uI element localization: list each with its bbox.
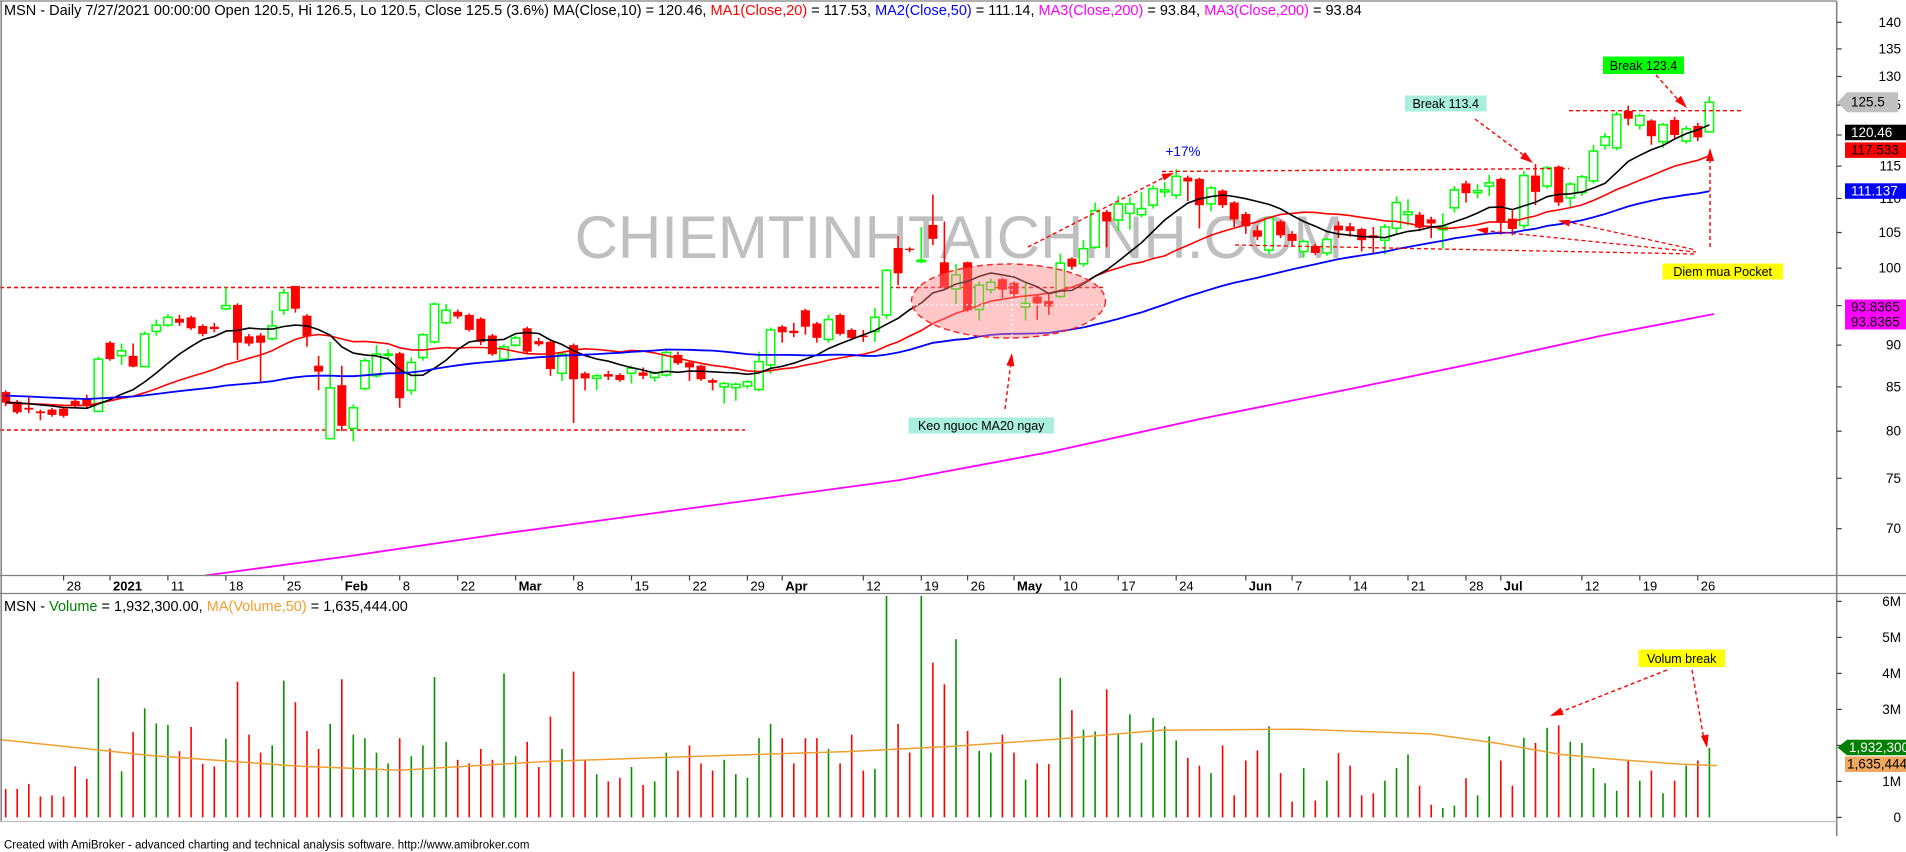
svg-text:100: 100 <box>1878 261 1901 276</box>
svg-text:26: 26 <box>971 579 985 594</box>
svg-text:15: 15 <box>635 579 649 594</box>
svg-text:90: 90 <box>1886 338 1901 353</box>
svg-text:140: 140 <box>1878 15 1901 30</box>
svg-text:+17%: +17% <box>1166 144 1201 159</box>
svg-text:120.46: 120.46 <box>1851 125 1892 140</box>
svg-text:Jul: Jul <box>1504 579 1523 594</box>
svg-text:75: 75 <box>1886 471 1901 486</box>
svg-text:Break 123.4: Break 123.4 <box>1610 59 1677 73</box>
svg-text:130: 130 <box>1878 69 1901 84</box>
svg-text:25: 25 <box>287 579 301 594</box>
svg-text:22: 22 <box>461 579 475 594</box>
svg-text:93.8365: 93.8365 <box>1851 300 1900 315</box>
svg-text:125.5: 125.5 <box>1851 95 1885 110</box>
svg-text:MSN - Daily 7/27/2021 00:00:00: MSN - Daily 7/27/2021 00:00:00 Open 120.… <box>4 3 1362 19</box>
svg-text:3M: 3M <box>1882 702 1901 717</box>
svg-text:80: 80 <box>1886 424 1901 439</box>
svg-text:135: 135 <box>1878 41 1901 56</box>
svg-text:117.533: 117.533 <box>1851 143 1899 158</box>
svg-text:Mar: Mar <box>519 579 542 594</box>
svg-text:Created with AmiBroker - advan: Created with AmiBroker - advanced charti… <box>4 840 529 852</box>
svg-text:85: 85 <box>1886 379 1901 394</box>
svg-text:8: 8 <box>577 579 584 594</box>
svg-text:26: 26 <box>1701 579 1715 594</box>
svg-text:11: 11 <box>171 579 185 594</box>
svg-text:28: 28 <box>1469 579 1483 594</box>
svg-text:22: 22 <box>693 579 707 594</box>
svg-text:21: 21 <box>1411 579 1425 594</box>
svg-text:12: 12 <box>1585 579 1599 594</box>
svg-text:115: 115 <box>1879 159 1901 174</box>
svg-text:Break 113.4: Break 113.4 <box>1412 97 1479 111</box>
svg-text:7: 7 <box>1295 579 1302 594</box>
svg-text:1,635,444: 1,635,444 <box>1847 757 1906 772</box>
svg-text:5M: 5M <box>1882 630 1901 645</box>
svg-text:May: May <box>1017 579 1043 594</box>
svg-text:10: 10 <box>1063 579 1077 594</box>
svg-text:24: 24 <box>1179 579 1193 594</box>
svg-text:14: 14 <box>1353 579 1367 594</box>
svg-text:19: 19 <box>924 579 938 594</box>
svg-text:Diem mua Pocket: Diem mua Pocket <box>1673 265 1772 279</box>
svg-text:18: 18 <box>229 579 243 594</box>
svg-text:8: 8 <box>403 579 410 594</box>
svg-text:1M: 1M <box>1882 774 1901 789</box>
svg-text:93.8365: 93.8365 <box>1851 315 1900 330</box>
svg-text:12: 12 <box>866 579 880 594</box>
svg-text:Feb: Feb <box>345 579 368 594</box>
svg-text:MSN - Volume = 1,932,300.00, M: MSN - Volume = 1,932,300.00, MA(Volume,5… <box>4 599 408 615</box>
svg-text:1,932,300: 1,932,300 <box>1849 740 1906 755</box>
svg-text:Jun: Jun <box>1249 579 1272 594</box>
svg-text:70: 70 <box>1886 521 1901 536</box>
svg-text:0: 0 <box>1893 810 1901 825</box>
svg-text:28: 28 <box>67 579 81 594</box>
svg-text:Apr: Apr <box>785 579 807 594</box>
svg-text:Volum break: Volum break <box>1647 652 1717 666</box>
svg-text:111.137: 111.137 <box>1851 184 1898 199</box>
svg-text:105: 105 <box>1878 225 1901 240</box>
svg-text:2021: 2021 <box>113 579 142 594</box>
svg-text:17: 17 <box>1121 579 1135 594</box>
svg-text:6M: 6M <box>1882 594 1901 609</box>
svg-text:19: 19 <box>1643 579 1657 594</box>
svg-text:CHIEMTINHTAICHINH.COM: CHIEMTINHTAICHINH.COM <box>575 204 1344 271</box>
svg-text:29: 29 <box>750 579 764 594</box>
svg-text:Keo nguoc MA20 ngay: Keo nguoc MA20 ngay <box>918 419 1045 433</box>
svg-text:4M: 4M <box>1882 666 1901 681</box>
